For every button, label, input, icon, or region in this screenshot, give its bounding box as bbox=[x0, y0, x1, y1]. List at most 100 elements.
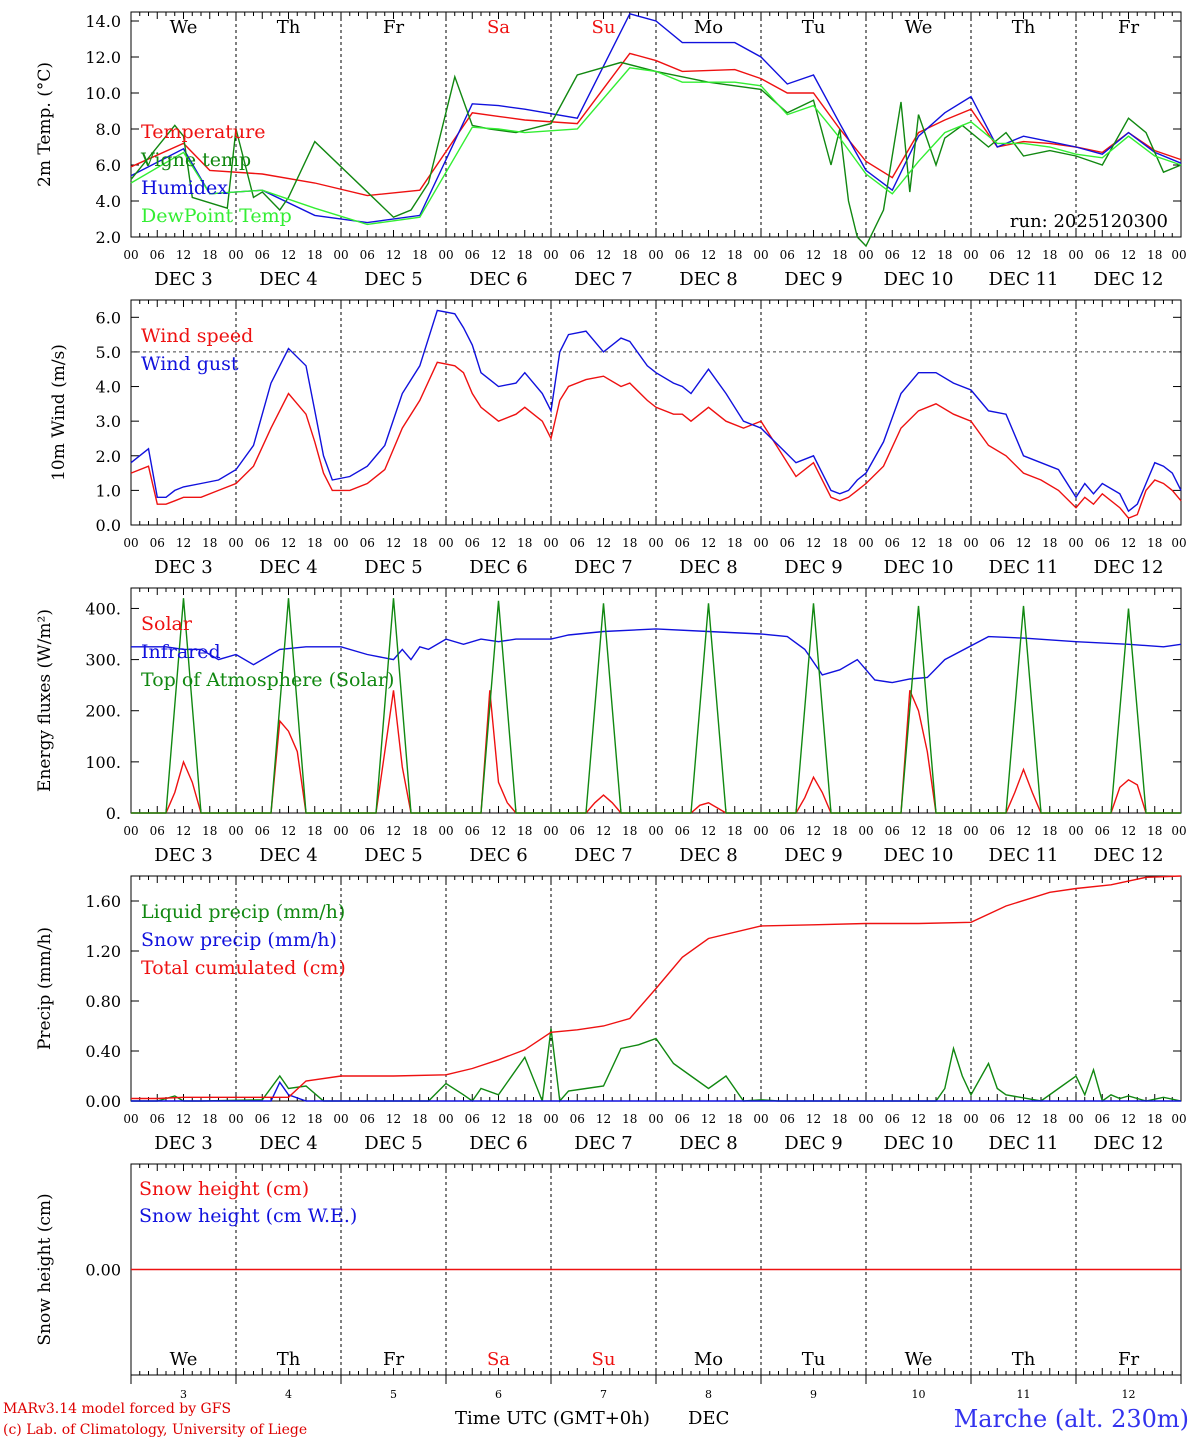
y-tick-label: 12.0 bbox=[85, 48, 121, 67]
x-tick-label: 18 bbox=[307, 1112, 322, 1126]
x-tick-label: 00 bbox=[1068, 824, 1083, 838]
x-tick-label: 12 bbox=[386, 824, 401, 838]
x-tick-label: 12 bbox=[911, 1112, 926, 1126]
x-tick-label: 12 bbox=[806, 824, 821, 838]
x-tick-label: 12 bbox=[176, 824, 191, 838]
x-tick-label: 18 bbox=[937, 536, 952, 550]
day-of-week-label: We bbox=[170, 1349, 198, 1370]
x-tick-label: 12 bbox=[1121, 536, 1136, 550]
x-tick-label: 12 bbox=[281, 824, 296, 838]
day-number-label: 4 bbox=[285, 1388, 292, 1401]
x-tick-label: 00 bbox=[123, 536, 138, 550]
x-tick-label: 18 bbox=[727, 824, 742, 838]
x-tick-label: 06 bbox=[990, 824, 1005, 838]
date-label: DEC 8 bbox=[679, 1133, 738, 1154]
day-of-week-label: Su bbox=[592, 1349, 616, 1370]
x-tick-label: 12 bbox=[1016, 248, 1031, 262]
x-tick-label: 18 bbox=[622, 536, 637, 550]
chart-panel-5: 0.00 Snow height (cm) Snow height (cm) Snow… bbox=[35, 1163, 1182, 1376]
x-tick-label: 12 bbox=[1016, 1112, 1031, 1126]
x-tick-label: 06 bbox=[675, 248, 690, 262]
x-tick-label: 06 bbox=[465, 536, 480, 550]
series-line-wind-gust bbox=[130, 309, 1182, 513]
x-tick-label: 00 bbox=[858, 824, 873, 838]
y-tick-label: 2.0 bbox=[96, 447, 121, 466]
y-tick-label: 200. bbox=[85, 702, 121, 721]
x-tick-label: 06 bbox=[465, 248, 480, 262]
x-tick-label: 06 bbox=[885, 248, 900, 262]
x-tick-label: 00 bbox=[753, 1112, 768, 1126]
y-tick-label: 10.0 bbox=[85, 84, 121, 103]
x-tick-label: 00 bbox=[228, 1112, 243, 1126]
station-title: Marche (alt. 230m) bbox=[954, 1405, 1189, 1433]
x-tick-label: 18 bbox=[412, 248, 427, 262]
x-tick-label: 00 bbox=[1171, 536, 1186, 550]
x-tick-label: 00 bbox=[123, 1112, 138, 1126]
date-label: DEC 3 bbox=[154, 1133, 213, 1154]
x-tick-label: 18 bbox=[622, 1112, 637, 1126]
chart-panel-3: 0. 100. 200. 300. 400. Energy fluxes (W/m²) So… bbox=[35, 587, 1187, 866]
x-tick-label: 06 bbox=[780, 824, 795, 838]
y-tick-label: 0.80 bbox=[85, 992, 121, 1011]
y-tick-label: 1.60 bbox=[85, 892, 121, 911]
x-tick-label: 06 bbox=[885, 536, 900, 550]
y-tick-label: 4.0 bbox=[96, 378, 121, 397]
x-tick-label: 00 bbox=[543, 536, 558, 550]
x-tick-label: 06 bbox=[570, 824, 585, 838]
date-label: DEC 11 bbox=[989, 1133, 1059, 1154]
y-axis-label: Energy fluxes (W/m²) bbox=[35, 609, 55, 792]
day-of-week-label: Tu bbox=[802, 17, 826, 38]
day-number-label: 9 bbox=[810, 1388, 817, 1401]
y-tick-label: 0. bbox=[106, 804, 121, 823]
date-label: DEC 10 bbox=[884, 1133, 954, 1154]
x-tick-label: 06 bbox=[570, 1112, 585, 1126]
x-tick-label: 00 bbox=[228, 536, 243, 550]
date-label: DEC 12 bbox=[1094, 1133, 1164, 1154]
x-tick-label: 12 bbox=[491, 824, 506, 838]
x-tick-label: 06 bbox=[990, 1112, 1005, 1126]
x-tick-label: 00 bbox=[123, 824, 138, 838]
x-tick-label: 18 bbox=[937, 248, 952, 262]
x-tick-label: 12 bbox=[911, 824, 926, 838]
x-tick-label: 06 bbox=[780, 1112, 795, 1126]
x-tick-label: 06 bbox=[255, 1112, 270, 1126]
x-tick-label: 06 bbox=[255, 248, 270, 262]
x-tick-label: 12 bbox=[701, 248, 716, 262]
x-tick-label: 12 bbox=[596, 536, 611, 550]
day-of-week-label: Fr bbox=[383, 17, 404, 38]
day-number-label: 5 bbox=[390, 1388, 397, 1401]
x-tick-label: 18 bbox=[517, 248, 532, 262]
x-tick-label: 06 bbox=[465, 824, 480, 838]
day-of-week-label: Su bbox=[592, 17, 616, 38]
date-label: DEC 3 bbox=[154, 845, 213, 866]
date-label: DEC 5 bbox=[364, 1133, 423, 1154]
legend-entry: Temperature bbox=[141, 121, 265, 143]
x-tick-label: 18 bbox=[832, 824, 847, 838]
x-tick-label: 06 bbox=[570, 536, 585, 550]
day-of-week-label: We bbox=[170, 17, 198, 38]
x-tick-label: 18 bbox=[832, 248, 847, 262]
chart-panel-2: 0.0 1.0 2.0 3.0 4.0 5.0 6.0 10m Wind (m/s) Wind … bbox=[49, 299, 1187, 578]
run-label: run: 2025120300 bbox=[1010, 211, 1168, 232]
date-label: DEC 7 bbox=[574, 845, 633, 866]
x-tick-label: 00 bbox=[753, 248, 768, 262]
day-of-week-label: Th bbox=[1012, 1349, 1036, 1370]
x-tick-label: 00 bbox=[753, 824, 768, 838]
x-tick-label: 00 bbox=[1171, 824, 1186, 838]
date-label: DEC 6 bbox=[469, 1133, 528, 1154]
x-tick-label: 18 bbox=[202, 824, 217, 838]
x-tick-label: 06 bbox=[255, 824, 270, 838]
x-tick-label: 12 bbox=[596, 824, 611, 838]
y-tick-label: 300. bbox=[85, 651, 121, 670]
chart-panel-1: 2.0 4.0 6.0 8.0 10.0 12.0 14.0 2m Temp. (°C) Tem… bbox=[35, 11, 1187, 290]
x-tick-label: 12 bbox=[491, 248, 506, 262]
y-tick-label: 4.0 bbox=[96, 192, 121, 211]
day-number-label: 12 bbox=[1122, 1388, 1136, 1401]
y-tick-label: 2.0 bbox=[96, 228, 121, 247]
x-tick-label: 12 bbox=[596, 1112, 611, 1126]
x-tick-label: 12 bbox=[911, 248, 926, 262]
date-label: DEC 3 bbox=[154, 557, 213, 578]
x-tick-label: 00 bbox=[1068, 248, 1083, 262]
legend-entry: Snow precip (mm/h) bbox=[141, 929, 337, 951]
